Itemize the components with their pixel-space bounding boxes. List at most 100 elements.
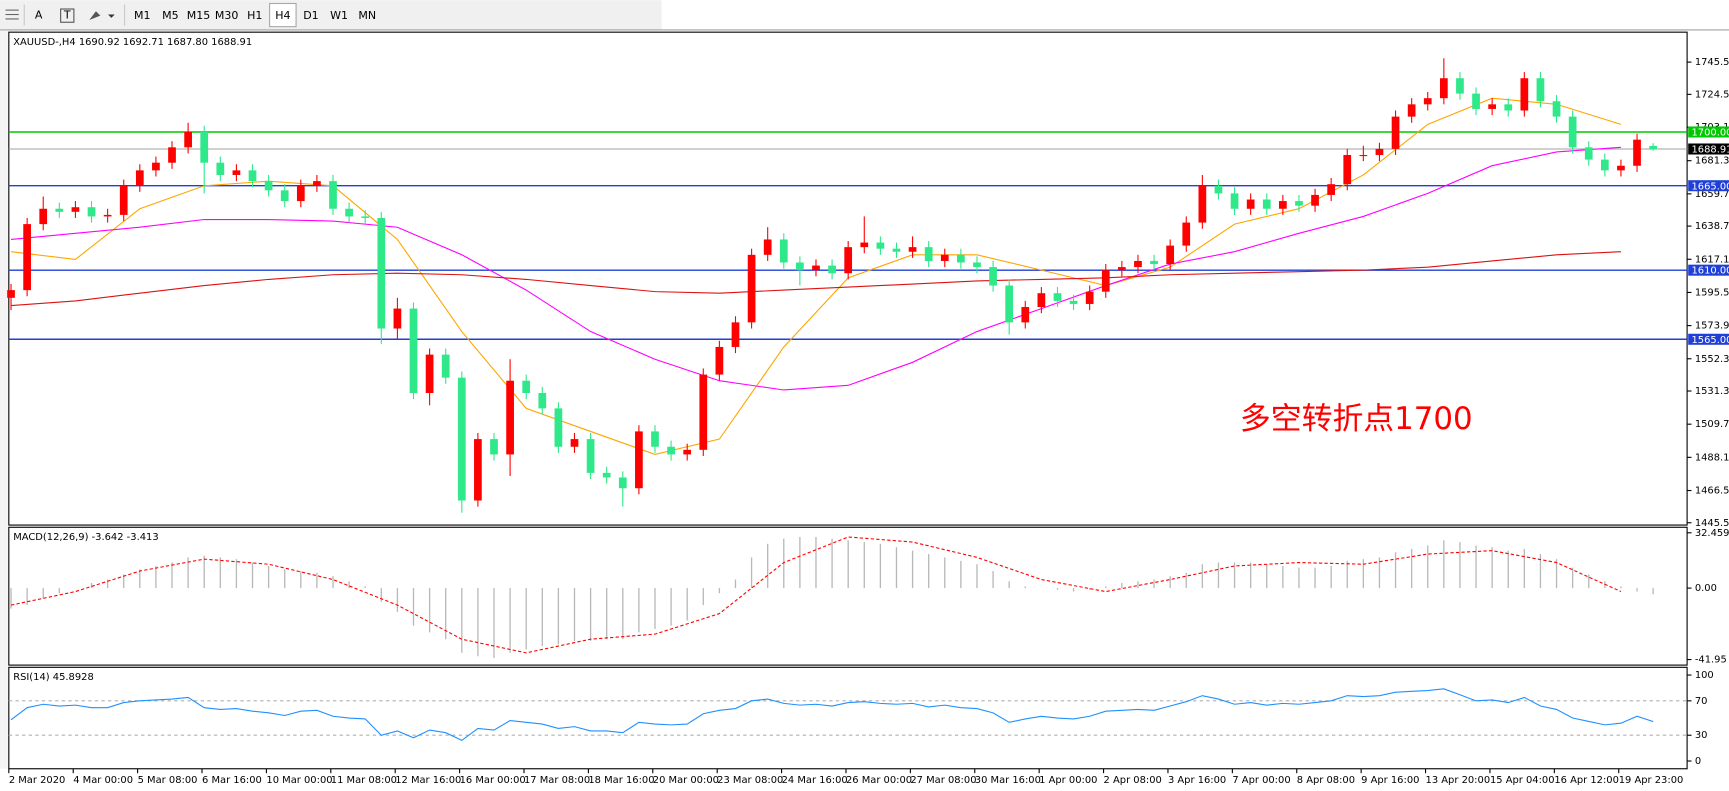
y-tick-label: 32.459: [1695, 528, 1729, 539]
price-tag: [1688, 264, 1729, 276]
panel-title: RSI(14) 45.8928: [13, 672, 94, 683]
candle-body: [135, 170, 144, 186]
label-tool[interactable]: T: [63, 9, 71, 22]
x-tick-label: 8 Apr 08:00: [1297, 775, 1355, 786]
candle-body: [1391, 116, 1400, 149]
candle-body: [506, 380, 514, 455]
x-tick-label: 6 Mar 16:00: [202, 775, 262, 786]
y-tick-label: 1488.10: [1695, 452, 1729, 463]
candle-body: [989, 267, 997, 286]
candle-body: [87, 207, 96, 217]
moving-average: [10, 251, 1621, 307]
timeframe-button[interactable]: M1: [134, 9, 151, 22]
candle-body: [1198, 185, 1207, 223]
candle-body: [763, 239, 772, 255]
shapes-tool[interactable]: [89, 11, 115, 21]
candle-body: [119, 185, 128, 215]
candle-body: [635, 431, 643, 489]
candle-body: [860, 242, 869, 248]
x-tick-label: 16 Mar 00:00: [460, 775, 526, 786]
candle-body: [7, 290, 15, 298]
candle-body: [1166, 245, 1175, 265]
y-tick-label: 30: [1695, 730, 1708, 741]
timeframe-button[interactable]: M15: [187, 9, 211, 22]
candle-body: [23, 224, 31, 291]
candle-body: [377, 217, 386, 329]
x-tick-label: 11 Mar 08:00: [331, 775, 397, 786]
y-tick-label: 1466.50: [1695, 486, 1729, 497]
y-tick-label: 1531.30: [1695, 386, 1729, 397]
candle-body: [522, 380, 531, 394]
timeframe-button[interactable]: W1: [330, 9, 348, 22]
timeframe-button[interactable]: D1: [303, 9, 319, 22]
x-tick-label: 16 Apr 12:00: [1554, 775, 1619, 786]
candle-body: [280, 190, 289, 202]
candle-body: [1536, 78, 1545, 102]
timeframe-button[interactable]: H4: [275, 9, 290, 22]
x-tick-label: 24 Mar 16:00: [782, 775, 848, 786]
price-tag: [1688, 180, 1729, 192]
y-tick-label: 1617.10: [1695, 254, 1729, 265]
timeframe-button[interactable]: MN: [358, 9, 376, 22]
timeframe-button[interactable]: M30: [215, 9, 239, 22]
candle-body: [651, 431, 659, 447]
y-tick-label: 1681.30: [1695, 156, 1729, 167]
timeframe-button[interactable]: H1: [247, 9, 262, 22]
x-tick-label: 23 Mar 08:00: [717, 775, 783, 786]
candle-body: [296, 185, 305, 202]
x-tick-label: 9 Apr 16:00: [1361, 775, 1419, 786]
y-tick-label: -41.95: [1695, 655, 1727, 666]
timeframe-button[interactable]: M5: [162, 9, 179, 22]
candle-body: [602, 472, 611, 478]
candle-body: [216, 162, 225, 175]
candle-body: [71, 207, 80, 212]
macd-signal: [10, 536, 1622, 654]
x-tick-label: 12 Mar 16:00: [395, 775, 461, 786]
candle-body: [1295, 201, 1303, 206]
candle-body: [232, 170, 241, 175]
x-tick-label: 2 Mar 2020: [9, 775, 66, 786]
y-tick-label: 0: [1695, 756, 1701, 767]
candle-body: [409, 308, 418, 394]
candle-body: [1085, 291, 1094, 304]
candle-body: [538, 393, 547, 409]
candle-body: [168, 147, 176, 163]
candle-body: [554, 408, 563, 447]
candle-body: [1584, 147, 1593, 160]
candle-body: [796, 262, 804, 271]
candle-body: [264, 181, 273, 191]
candle-body: [361, 216, 370, 218]
candle-body: [1214, 185, 1223, 194]
candle-body: [747, 254, 756, 323]
candle-body: [618, 477, 627, 489]
candle-body: [1488, 104, 1497, 109]
x-tick-label: 27 Mar 08:00: [910, 775, 976, 786]
candle-body: [940, 254, 949, 261]
text-tool[interactable]: A: [35, 9, 43, 22]
price-tag: [1688, 143, 1729, 155]
candle-body: [957, 254, 965, 263]
candle-body: [1311, 194, 1319, 206]
candle-body: [1005, 285, 1014, 323]
side-strip: [0, 31, 8, 769]
candle-body: [393, 308, 402, 329]
x-tick-label: 2 Apr 08:00: [1104, 775, 1162, 786]
price-tag-label: 1700.00: [1692, 128, 1729, 139]
candle-body: [731, 322, 740, 347]
candle-body: [1407, 104, 1416, 117]
price-tag: [1688, 126, 1729, 138]
x-tick-label: 5 Mar 08:00: [138, 775, 198, 786]
y-tick-label: 1445.50: [1695, 518, 1729, 529]
candle-body: [1552, 101, 1561, 117]
label-tool-frame[interactable]: [60, 8, 75, 23]
menu-grip[interactable]: [5, 9, 19, 20]
candle-body: [152, 162, 160, 171]
y-tick-label: 1724.50: [1695, 89, 1729, 100]
candle-body: [1456, 78, 1464, 94]
annotation: 多空转折点1700: [1240, 401, 1473, 437]
candle-body: [474, 439, 482, 501]
candle-body: [1246, 199, 1255, 209]
x-tick-label: 30 Mar 16:00: [975, 775, 1041, 786]
candle-body: [313, 181, 321, 186]
